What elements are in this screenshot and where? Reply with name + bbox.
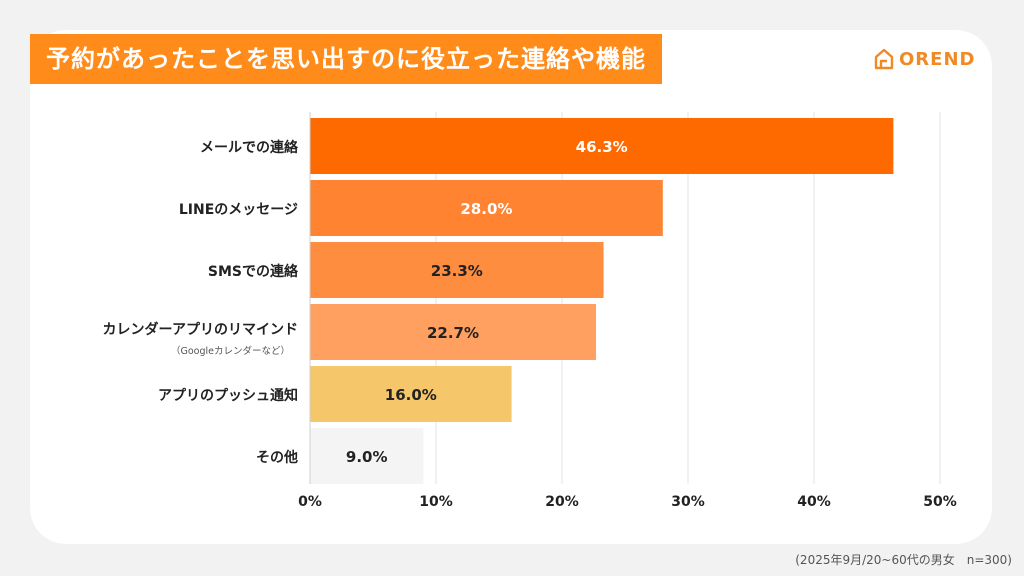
category-note: （Googleカレンダーなど）: [171, 345, 290, 357]
x-tick-label: 20%: [545, 494, 579, 510]
category-label: メールでの連絡: [200, 139, 299, 156]
x-tick-label: 10%: [419, 494, 453, 510]
house-outline-icon: [874, 48, 894, 70]
category-label: その他: [256, 449, 298, 466]
x-tick-label: 0%: [298, 494, 322, 510]
category-label: SMSでの連絡: [208, 263, 299, 280]
bar-value-label: 46.3%: [576, 138, 628, 156]
chart-title: 予約があったことを思い出すのに役立った連絡や機能: [30, 34, 662, 84]
category-label: LINEのメッセージ: [179, 202, 298, 218]
bar-value-label: 16.0%: [385, 386, 437, 404]
bar-value-label: 28.0%: [460, 200, 512, 218]
x-tick-label: 30%: [671, 494, 705, 510]
category-label: アプリのプッシュ通知: [158, 387, 298, 404]
bar: [310, 428, 424, 484]
bar: [310, 242, 604, 298]
bar-value-label: 9.0%: [346, 448, 388, 466]
bar-value-label: 23.3%: [431, 262, 483, 280]
x-tick-label: 40%: [797, 494, 831, 510]
x-tick-label: 50%: [923, 494, 957, 510]
survey-footnote: (2025年9月/20~60代の男女 n=300): [795, 553, 1012, 567]
bar-value-label: 22.7%: [427, 324, 479, 342]
bar: [310, 118, 894, 174]
bar: [310, 180, 663, 236]
bar: [310, 304, 597, 360]
category-label: カレンダーアプリのリマインド: [103, 321, 298, 338]
bar: [310, 366, 512, 422]
brand-name: OREND: [899, 48, 976, 70]
brand-logo: OREND: [873, 46, 975, 72]
